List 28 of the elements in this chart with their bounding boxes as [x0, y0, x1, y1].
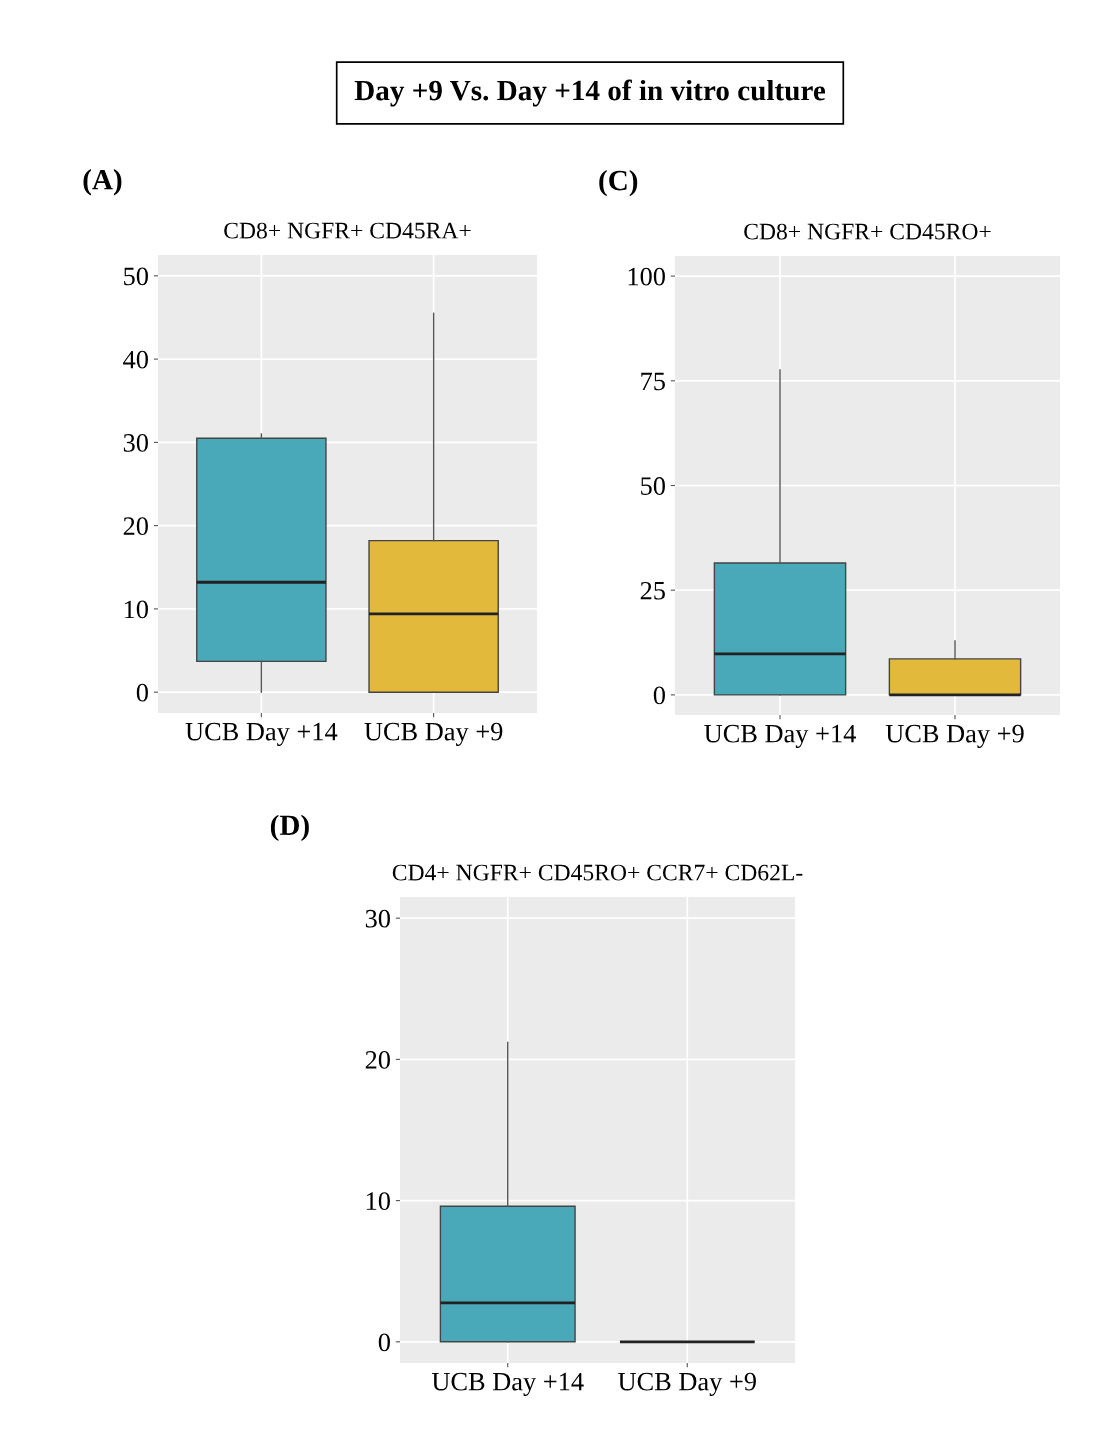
text: (D): [270, 814, 309, 842]
y-tick-label: 0: [378, 1333, 390, 1352]
y-tick-label: 0: [136, 683, 148, 702]
x-tick-label: UCB Day +14: [185, 722, 338, 746]
y-tick-label: 100: [628, 267, 665, 286]
chart-title: CD8+ NGFR+ CD45RA+: [224, 222, 471, 239]
x-tick-label: UCB Day +9: [885, 724, 1024, 748]
y-tick-label: 10: [366, 1192, 390, 1211]
y-tick-label: 75: [641, 372, 665, 391]
chart-title: CD4+ NGFR+ CD45RO+ CCR7+ CD62L-: [392, 864, 803, 881]
x-tick-label: UCB Day +9: [364, 722, 503, 746]
y-tick-label: 30: [365, 909, 390, 928]
y-tick-label: 20: [365, 1051, 390, 1069]
text: (C): [599, 169, 638, 197]
chart-title: CD8+ NGFR+ CD45RO+: [744, 223, 991, 240]
text: Day +9 Vs. Day +14 of in vitro culture: [354, 79, 826, 107]
y-tick-label: 20: [123, 517, 148, 536]
y-tick-label: 50: [641, 477, 665, 495]
text: (A): [83, 169, 122, 196]
y-tick-label: 40: [123, 350, 148, 369]
x-tick-label: UCB Day +14: [704, 724, 856, 748]
y-tick-label: 30: [123, 433, 148, 452]
x-tick-label: UCB Day +14: [431, 1372, 584, 1396]
y-tick-label: 0: [653, 686, 665, 705]
y-tick-label: 25: [640, 581, 665, 600]
y-tick-label: 10: [124, 600, 148, 619]
x-tick-label: UCB Day +9: [618, 1372, 756, 1396]
y-tick-label: 50: [124, 267, 148, 286]
